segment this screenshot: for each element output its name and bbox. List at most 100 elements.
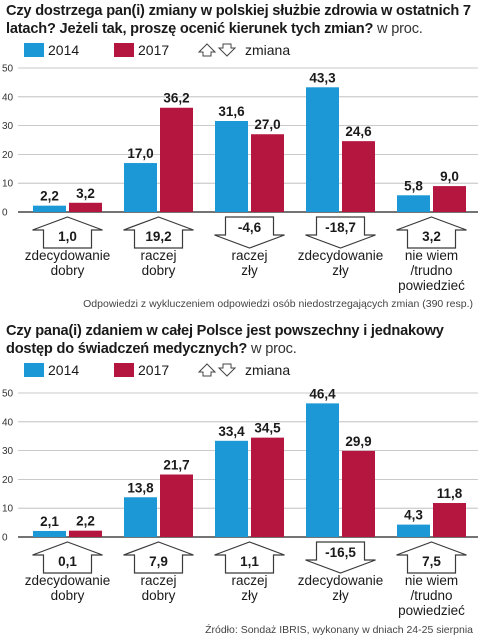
- bar-value-label: 46,4: [309, 386, 336, 401]
- bar-2017: [433, 503, 466, 537]
- legend-label-2014: 2014: [48, 42, 80, 58]
- legend-item-2014: 2014: [24, 362, 79, 378]
- category-label: powiedzieć: [398, 278, 465, 293]
- bar-2014: [124, 163, 157, 212]
- category-label: raczej: [140, 573, 176, 588]
- bar-2014: [33, 530, 66, 537]
- bar-2017: [69, 202, 102, 212]
- change-value-label: 1,1: [240, 554, 259, 569]
- legend-item-change: zmiana: [198, 42, 290, 58]
- category-label: dobry: [51, 263, 85, 278]
- bar-2014: [33, 205, 66, 212]
- legend-swatch-2017: [114, 43, 134, 57]
- y-tick-label: 0: [2, 208, 8, 219]
- legend-label-change: zmiana: [245, 42, 291, 58]
- category-label: nie wiem: [405, 573, 458, 588]
- y-tick-label: 30: [2, 446, 14, 457]
- bar-value-label: 9,0: [440, 169, 459, 184]
- category-label: zły: [332, 588, 349, 603]
- change-value-label: 0,1: [58, 554, 77, 569]
- bar-value-label: 11,8: [437, 486, 463, 501]
- category-label: raczej: [231, 248, 267, 263]
- bar-value-label: 31,6: [218, 104, 245, 119]
- chart-title-text: Czy pana(i) zdaniem w całej Polsce jest …: [6, 323, 444, 357]
- chart-unit: w proc.: [377, 21, 423, 37]
- chart-panel-equal-access: Czy pana(i) zdaniem w całej Polsce jest …: [0, 320, 481, 640]
- category-label: zły: [332, 263, 349, 278]
- bar-2017: [251, 437, 284, 537]
- chart-title: Czy dostrzega pan(i) zmiany w polskiej s…: [6, 2, 476, 38]
- legend-label-2017: 2017: [138, 42, 170, 58]
- category-label: zły: [241, 588, 258, 603]
- category-label: powiedzieć: [398, 603, 465, 618]
- change-value-label: 1,0: [58, 229, 77, 244]
- bar-value-label: 27,0: [254, 117, 280, 132]
- bar-2017: [160, 474, 193, 537]
- change-arrows-icon: [198, 43, 237, 57]
- category-label: /trudno: [410, 588, 452, 603]
- legend-label-2014: 2014: [48, 362, 80, 378]
- bar-value-label: 17,0: [127, 146, 153, 161]
- y-tick-label: 50: [2, 64, 14, 75]
- category-label: raczej: [140, 248, 176, 263]
- category-label: zły: [241, 263, 258, 278]
- chart-footnote: Źródło: Sondaż IBRIS, wykonany w dniach …: [205, 624, 473, 636]
- bar-2014: [124, 497, 157, 537]
- change-down-arrow: [305, 216, 376, 249]
- change-up-arrow: [123, 541, 194, 574]
- bar-2014: [397, 195, 430, 212]
- legend-item-change: zmiana: [198, 362, 290, 378]
- bar-2017: [160, 107, 193, 212]
- bar-value-label: 2,1: [40, 514, 59, 529]
- bar-value-label: 21,7: [163, 458, 189, 473]
- change-up-arrow: [32, 216, 103, 249]
- category-label: nie wiem: [405, 248, 458, 263]
- category-label: /trudno: [410, 263, 452, 278]
- y-tick-label: 20: [2, 150, 14, 161]
- bar-value-label: 36,2: [163, 91, 189, 106]
- bar-2017: [342, 141, 375, 212]
- bar-value-label: 34,5: [254, 421, 281, 436]
- y-tick-label: 20: [2, 475, 14, 486]
- chart-panel-change-direction: Czy dostrzega pan(i) zmiany w polskiej s…: [0, 0, 481, 315]
- legend-swatch-2014: [24, 363, 44, 377]
- bar-value-label: 2,2: [76, 514, 95, 529]
- change-value-label: -18,7: [325, 220, 356, 235]
- chart-footnote: Odpowiedzi z wykluczeniem odpowiedzi osó…: [83, 298, 473, 310]
- change-up-arrow: [32, 541, 103, 574]
- legend-item-2017: 2017: [114, 42, 169, 58]
- y-tick-label: 30: [2, 121, 14, 132]
- category-label: zdecydowanie: [298, 248, 384, 263]
- bar-2017: [251, 134, 284, 212]
- y-tick-label: 40: [2, 92, 14, 103]
- change-up-arrow: [214, 541, 285, 574]
- chart-title-text: Czy dostrzega pan(i) zmiany w polskiej s…: [6, 3, 471, 37]
- bar-value-label: 13,8: [127, 480, 154, 495]
- y-tick-label: 0: [2, 533, 8, 544]
- bar-2017: [69, 530, 102, 537]
- bar-value-label: 4,3: [404, 508, 423, 523]
- bar-2014: [306, 87, 339, 212]
- legend-label-change: zmiana: [245, 362, 291, 378]
- change-value-label: 3,2: [422, 229, 441, 244]
- bar-2014: [215, 120, 248, 212]
- change-up-arrow: [396, 216, 467, 249]
- legend-item-2014: 2014: [24, 42, 79, 58]
- bar-value-label: 5,8: [404, 178, 423, 193]
- change-value-label: 7,5: [422, 554, 441, 569]
- category-label: zdecydowanie: [25, 573, 111, 588]
- change-up-arrow: [123, 216, 194, 249]
- bar-value-label: 2,2: [40, 189, 59, 204]
- bar-2017: [433, 186, 466, 212]
- bar-value-label: 29,9: [345, 434, 371, 449]
- category-label: dobry: [142, 588, 176, 603]
- change-up-arrow: [396, 541, 467, 574]
- bar-2014: [306, 403, 339, 537]
- y-tick-label: 10: [2, 504, 14, 515]
- chart-unit: w proc.: [251, 341, 297, 357]
- change-down-arrow: [305, 541, 376, 574]
- change-value-label: 19,2: [145, 229, 171, 244]
- change-arrows-icon: [198, 363, 237, 377]
